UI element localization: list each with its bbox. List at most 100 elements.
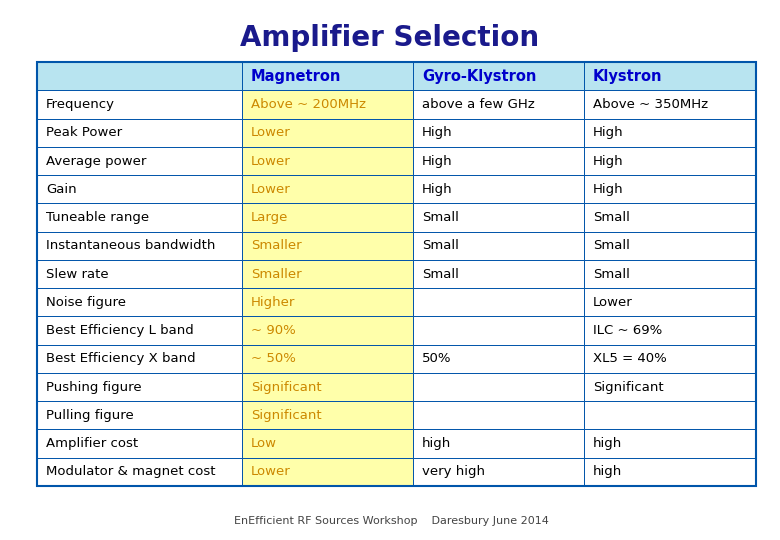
Bar (37, 288, 242, 316)
Bar (584, 204, 755, 232)
Bar (37, 175, 242, 204)
Text: Lower: Lower (251, 183, 290, 196)
Text: high: high (422, 437, 451, 450)
Text: Noise figure: Noise figure (46, 296, 126, 309)
Bar (413, 147, 584, 175)
Bar (584, 345, 755, 373)
Text: Significant: Significant (593, 381, 663, 394)
Text: Small: Small (422, 267, 459, 281)
Text: Above ~ 200MHz: Above ~ 200MHz (251, 98, 366, 111)
Bar (413, 260, 584, 288)
Bar (242, 175, 413, 204)
Text: ~ 90%: ~ 90% (251, 324, 296, 337)
Text: Amplifier cost: Amplifier cost (46, 437, 138, 450)
Bar (584, 62, 755, 90)
Text: Pulling figure: Pulling figure (46, 409, 134, 422)
Text: Modulator & magnet cost: Modulator & magnet cost (46, 465, 215, 478)
Bar (242, 90, 413, 119)
Text: high: high (593, 465, 622, 478)
Text: Lower: Lower (251, 154, 290, 167)
Bar (242, 232, 413, 260)
Text: Gyro-Klystron: Gyro-Klystron (422, 69, 536, 84)
Bar (413, 232, 584, 260)
Bar (413, 316, 584, 345)
Text: Small: Small (422, 239, 459, 252)
Bar (584, 373, 755, 401)
Text: Low: Low (251, 437, 277, 450)
Text: Higher: Higher (251, 296, 295, 309)
Bar (37, 90, 242, 119)
Text: High: High (593, 126, 623, 139)
Bar (584, 260, 755, 288)
Bar (37, 458, 242, 486)
Bar (37, 429, 242, 458)
Text: Significant: Significant (251, 409, 321, 422)
Bar (242, 429, 413, 458)
Bar (37, 204, 242, 232)
Bar (413, 175, 584, 204)
Text: Smaller: Smaller (251, 267, 301, 281)
Bar (242, 260, 413, 288)
Text: Amplifier Selection: Amplifier Selection (240, 24, 540, 52)
Text: Tuneable range: Tuneable range (46, 211, 149, 224)
Text: Magnetron: Magnetron (251, 69, 341, 84)
Bar (37, 373, 242, 401)
Text: above a few GHz: above a few GHz (422, 98, 534, 111)
Bar (37, 232, 242, 260)
Text: XL5 = 40%: XL5 = 40% (593, 352, 666, 366)
Text: very high: very high (422, 465, 485, 478)
Text: High: High (422, 183, 452, 196)
Bar (584, 316, 755, 345)
Bar (584, 90, 755, 119)
Text: Small: Small (593, 239, 629, 252)
Text: Small: Small (593, 267, 629, 281)
Text: High: High (593, 154, 623, 167)
Bar (37, 260, 242, 288)
Bar (413, 345, 584, 373)
Bar (37, 147, 242, 175)
Bar (37, 119, 242, 147)
Text: EnEfficient RF Sources Workshop    Daresbury June 2014: EnEfficient RF Sources Workshop Daresbur… (234, 516, 549, 526)
Bar (584, 119, 755, 147)
Bar (584, 458, 755, 486)
Bar (242, 316, 413, 345)
Bar (584, 288, 755, 316)
Bar (413, 62, 584, 90)
Text: Lower: Lower (593, 296, 633, 309)
Text: high: high (593, 437, 622, 450)
Text: Lower: Lower (251, 126, 290, 139)
Bar (413, 288, 584, 316)
Text: Small: Small (422, 211, 459, 224)
Text: Lower: Lower (251, 465, 290, 478)
Bar (413, 90, 584, 119)
Text: Significant: Significant (251, 381, 321, 394)
Text: Slew rate: Slew rate (46, 267, 108, 281)
Text: Peak Power: Peak Power (46, 126, 122, 139)
Text: Klystron: Klystron (593, 69, 662, 84)
Bar (413, 429, 584, 458)
Text: Frequency: Frequency (46, 98, 115, 111)
Text: ~ 50%: ~ 50% (251, 352, 296, 366)
Text: Pushing figure: Pushing figure (46, 381, 142, 394)
Bar (413, 458, 584, 486)
Text: High: High (593, 183, 623, 196)
Bar (584, 175, 755, 204)
Text: Best Efficiency X band: Best Efficiency X band (46, 352, 196, 366)
Bar (242, 204, 413, 232)
Bar (413, 119, 584, 147)
Bar (584, 401, 755, 429)
Text: Small: Small (593, 211, 629, 224)
Text: High: High (422, 154, 452, 167)
Text: Smaller: Smaller (251, 239, 301, 252)
Text: Above ~ 350MHz: Above ~ 350MHz (593, 98, 708, 111)
Bar (413, 401, 584, 429)
Text: ILC ~ 69%: ILC ~ 69% (593, 324, 662, 337)
Text: Best Efficiency L band: Best Efficiency L band (46, 324, 193, 337)
Bar (242, 345, 413, 373)
Bar (584, 429, 755, 458)
Bar (37, 401, 242, 429)
Bar (242, 147, 413, 175)
Text: Large: Large (251, 211, 288, 224)
Bar (584, 232, 755, 260)
Bar (242, 288, 413, 316)
